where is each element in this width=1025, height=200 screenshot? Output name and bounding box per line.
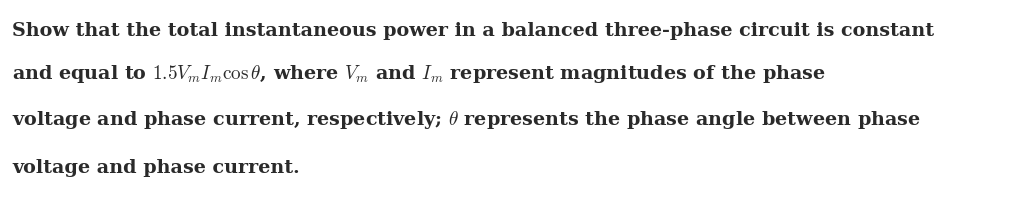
Text: voltage and phase current, respectively; $\theta$ represents the phase angle bet: voltage and phase current, respectively;… <box>12 108 921 130</box>
Text: voltage and phase current.: voltage and phase current. <box>12 158 300 176</box>
Text: Show that the total instantaneous power in a balanced three-phase circuit is con: Show that the total instantaneous power … <box>12 22 935 40</box>
Text: and equal to $1.5V_m I_m \cos \theta$, where $V_m$ and $I_m$ represent magnitude: and equal to $1.5V_m I_m \cos \theta$, w… <box>12 63 826 85</box>
